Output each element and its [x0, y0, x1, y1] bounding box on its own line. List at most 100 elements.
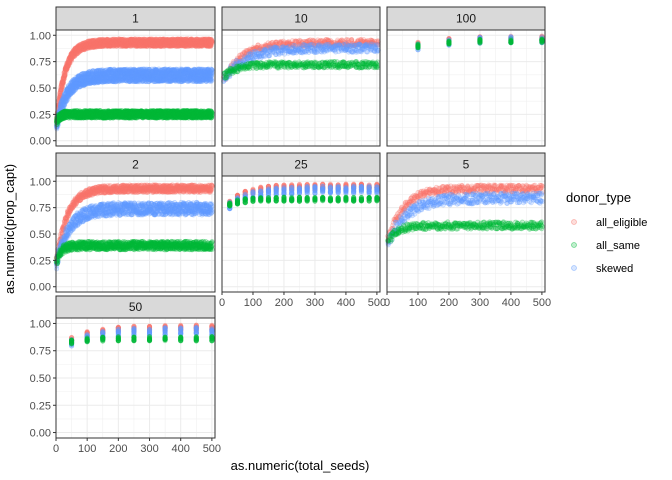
data-point — [58, 82, 64, 88]
data-point — [60, 78, 66, 85]
data-point — [59, 83, 65, 89]
data-point — [62, 66, 68, 72]
data-point — [57, 91, 63, 97]
data-point — [58, 86, 64, 93]
data-point — [56, 95, 62, 101]
data-point — [61, 76, 67, 82]
data-point — [63, 69, 69, 75]
data-point — [63, 66, 70, 72]
data-point — [63, 64, 69, 70]
data-point — [60, 80, 66, 86]
data-point — [62, 69, 68, 75]
data-point — [59, 79, 65, 86]
data-point — [62, 65, 69, 71]
data-point — [55, 114, 61, 120]
data-point — [56, 97, 62, 103]
data-point — [58, 81, 65, 87]
data-point — [60, 79, 66, 85]
data-point — [59, 82, 65, 88]
data-point — [61, 76, 67, 82]
data-point — [57, 88, 63, 94]
data-point — [60, 79, 66, 85]
data-point — [60, 79, 66, 85]
data-point — [62, 65, 69, 71]
data-point — [59, 83, 65, 89]
data-point — [60, 81, 66, 87]
data-point — [62, 73, 68, 79]
data-point — [57, 94, 63, 100]
facet-strip-label: 1 — [132, 12, 139, 26]
data-point — [59, 79, 65, 85]
data-point — [62, 71, 68, 77]
gridlines — [55, 30, 215, 146]
data-point — [60, 77, 66, 83]
data-point — [57, 93, 64, 99]
data-point — [57, 95, 63, 101]
data-point — [56, 98, 63, 104]
data-point — [56, 102, 62, 108]
data-point — [62, 65, 68, 71]
data-point — [58, 84, 64, 90]
data-point — [57, 92, 63, 98]
data-point — [56, 102, 62, 108]
data-point — [63, 67, 69, 73]
data-point — [58, 88, 64, 94]
data-point — [61, 75, 67, 81]
data-point — [59, 80, 65, 86]
data-point — [60, 80, 66, 86]
data-point — [61, 71, 67, 78]
data-point — [60, 75, 66, 81]
data-point — [62, 67, 68, 73]
data-point — [59, 84, 65, 90]
data-point — [53, 116, 60, 122]
data-point — [61, 75, 67, 81]
data-point — [62, 72, 68, 78]
data-point — [63, 67, 69, 73]
data-point — [57, 92, 63, 99]
data-point — [64, 65, 70, 71]
data-point — [63, 64, 69, 70]
data-point — [59, 79, 66, 85]
data-point — [59, 85, 65, 91]
data-point — [58, 87, 64, 93]
data-point — [61, 73, 67, 79]
series-all_eligible — [53, 36, 215, 128]
data-point — [62, 66, 69, 72]
data-point — [61, 70, 67, 76]
data-point — [58, 86, 64, 92]
data-point — [56, 94, 63, 100]
data-point — [60, 75, 66, 81]
data-point — [63, 65, 69, 71]
data-point — [63, 62, 70, 68]
data-point — [209, 67, 215, 73]
data-point — [62, 66, 68, 72]
data-point — [59, 81, 65, 87]
data-point — [57, 93, 63, 100]
data-point — [58, 91, 64, 98]
data-point — [57, 96, 63, 102]
data-point — [56, 100, 62, 106]
data-point — [209, 38, 215, 44]
data-point — [61, 74, 67, 80]
data-points — [53, 36, 215, 132]
data-point — [57, 89, 63, 96]
data-point — [59, 79, 65, 85]
data-point — [62, 69, 68, 75]
data-point — [56, 97, 62, 103]
data-point — [56, 102, 62, 108]
data-point — [58, 87, 64, 93]
data-point — [63, 63, 70, 69]
data-point — [62, 72, 68, 78]
facet-panel-1: 10.000.250.500.751.00 — [30, 6, 216, 148]
data-point — [63, 64, 69, 70]
data-point — [60, 78, 66, 84]
data-point — [58, 87, 64, 93]
data-point — [57, 96, 63, 102]
data-point — [59, 84, 65, 90]
data-point — [62, 68, 68, 74]
data-point — [63, 66, 69, 72]
data-point — [62, 66, 68, 72]
data-point — [56, 98, 62, 104]
data-point — [56, 101, 62, 107]
